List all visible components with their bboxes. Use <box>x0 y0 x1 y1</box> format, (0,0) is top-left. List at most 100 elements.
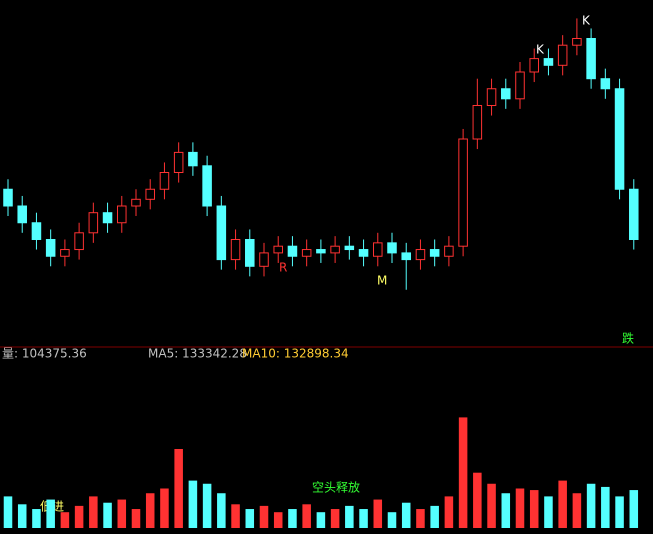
candle-body <box>401 252 411 261</box>
volume-label: 量: 104375.36 <box>2 347 87 361</box>
volume-bar <box>501 493 511 528</box>
volume-bar <box>629 490 639 528</box>
candle-body <box>373 242 383 257</box>
volume-bar <box>74 505 84 528</box>
candle-body <box>74 232 84 251</box>
candle-body <box>444 245 454 257</box>
volume-bar <box>117 499 127 528</box>
volume-bar <box>544 496 553 528</box>
volume-bar <box>373 499 383 528</box>
candle-body <box>543 58 554 66</box>
volume-bar <box>444 496 454 528</box>
volume-bar <box>430 505 439 528</box>
volume-bar <box>145 493 155 528</box>
candle-body <box>159 172 170 190</box>
volume-bar <box>231 504 240 528</box>
volume-bar <box>160 488 169 528</box>
candle-body <box>586 38 596 80</box>
candle-body <box>117 205 127 224</box>
volume-bar <box>473 472 482 528</box>
candle-body <box>188 151 198 167</box>
volume-bar <box>188 480 198 528</box>
candle-body <box>202 165 212 207</box>
volume-bar <box>174 449 183 528</box>
r-label: R <box>279 261 287 275</box>
volume-bar <box>60 512 70 528</box>
volume-bar <box>3 496 13 528</box>
candle-body <box>429 249 440 257</box>
volume-bar <box>89 496 98 528</box>
candle-body <box>287 245 298 257</box>
volume-bar <box>345 505 354 528</box>
candle-body <box>458 138 468 247</box>
release-label: 空头释放 <box>312 480 360 495</box>
candle-body <box>486 88 497 106</box>
candle-body <box>358 249 369 257</box>
candle-body <box>173 151 184 173</box>
candle-body <box>31 222 42 240</box>
candle-body <box>259 252 269 267</box>
candle-body <box>301 249 312 257</box>
fall-label: 跌 <box>622 331 634 346</box>
volume-bar <box>302 504 311 528</box>
volume-bar <box>46 499 55 528</box>
ma10-label: MA10: 132898.34 <box>242 347 349 361</box>
candle-body <box>216 205 227 261</box>
candle-body <box>60 249 70 257</box>
m-label: M <box>377 274 387 288</box>
volume-bar <box>316 512 326 528</box>
volume-bar <box>458 417 468 528</box>
candle-body <box>3 188 13 207</box>
volume-bar <box>601 486 610 528</box>
volume-bar <box>17 504 27 528</box>
volume-bar <box>529 490 539 528</box>
candle-body <box>614 88 625 190</box>
candle-body <box>501 88 511 100</box>
candle-body <box>145 188 155 200</box>
volume-bar <box>359 509 368 528</box>
candle-body <box>230 239 241 261</box>
volume-bar <box>330 509 340 528</box>
candle-body <box>529 58 539 73</box>
candle-body <box>330 245 340 254</box>
volume-bar <box>572 493 582 528</box>
candle-body <box>273 245 283 254</box>
volume-bar <box>131 509 141 528</box>
volume-bar <box>202 483 212 528</box>
volume-bar <box>401 502 411 528</box>
volume-bar <box>245 509 255 528</box>
volume-bar <box>259 505 269 528</box>
volume-bar <box>586 483 596 528</box>
volume-bar <box>387 512 397 528</box>
candle-body <box>17 205 27 224</box>
volume-bar <box>288 509 297 528</box>
candle-body <box>600 78 611 90</box>
candle-body <box>131 198 141 207</box>
volume-bar <box>615 496 624 528</box>
volume-bar <box>217 493 226 528</box>
volume-bar <box>273 512 283 528</box>
ma5-label: MA5: 133342.28 <box>148 347 247 361</box>
candle-body <box>415 249 426 261</box>
candle-body <box>316 249 326 254</box>
candle-body <box>515 71 525 100</box>
k-label: K <box>536 43 545 57</box>
candle-body <box>102 212 113 224</box>
candle-body <box>344 245 355 251</box>
candle-body <box>572 38 582 46</box>
volume-bar <box>487 483 496 528</box>
volume-bar <box>32 509 41 528</box>
volume-bar <box>515 488 525 528</box>
candle-body <box>472 105 483 140</box>
candle-body <box>557 44 568 66</box>
volume-bar <box>103 502 112 528</box>
candle-body <box>45 239 56 257</box>
candle-body <box>629 188 639 240</box>
candle-body <box>387 242 397 254</box>
candle-body <box>245 239 255 267</box>
volume-bar <box>416 509 425 528</box>
volume-bar <box>558 480 567 528</box>
candle-body <box>88 212 99 234</box>
